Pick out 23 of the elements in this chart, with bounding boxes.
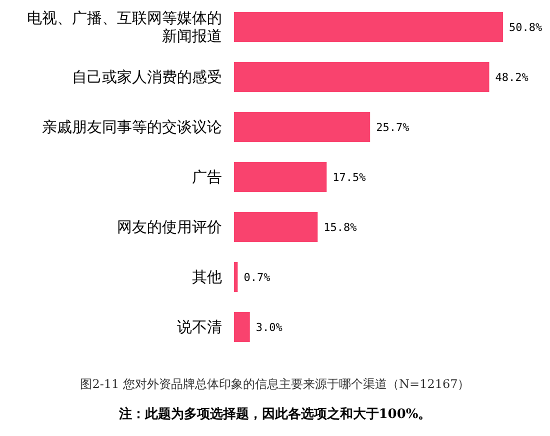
data-label: 3.0%	[256, 321, 283, 334]
data-label: 15.8%	[324, 221, 358, 234]
data-label: 17.5%	[332, 171, 366, 184]
bar	[234, 262, 238, 292]
y-tick-label: 广告	[192, 168, 222, 186]
bar	[234, 212, 318, 242]
data-label: 25.7%	[376, 121, 410, 134]
bar	[234, 312, 250, 342]
data-label: 50.8%	[509, 21, 542, 34]
y-tick-label: 电视、广播、互联网等媒体的新闻报道	[27, 9, 222, 45]
y-tick-label: 其他	[192, 268, 222, 286]
data-label: 48.2%	[495, 71, 529, 84]
bar	[234, 12, 503, 42]
data-label: 0.7%	[244, 271, 271, 284]
y-tick-label: 自己或家人消费的感受	[72, 68, 222, 86]
bar	[234, 162, 327, 192]
y-tick-label: 亲戚朋友同事等的交谈议论	[42, 118, 222, 136]
text: 图2-11 您对外资品牌总体印象的信息主要来源于哪个渠道（N=12167）	[80, 377, 470, 391]
bar	[234, 112, 370, 142]
y-tick-label: 网友的使用评价	[117, 218, 222, 236]
text: 注：此题为多项选择题，因此各选项之和大于100%。	[118, 406, 432, 422]
bar	[234, 62, 490, 92]
y-tick-label: 说不清	[177, 318, 222, 336]
